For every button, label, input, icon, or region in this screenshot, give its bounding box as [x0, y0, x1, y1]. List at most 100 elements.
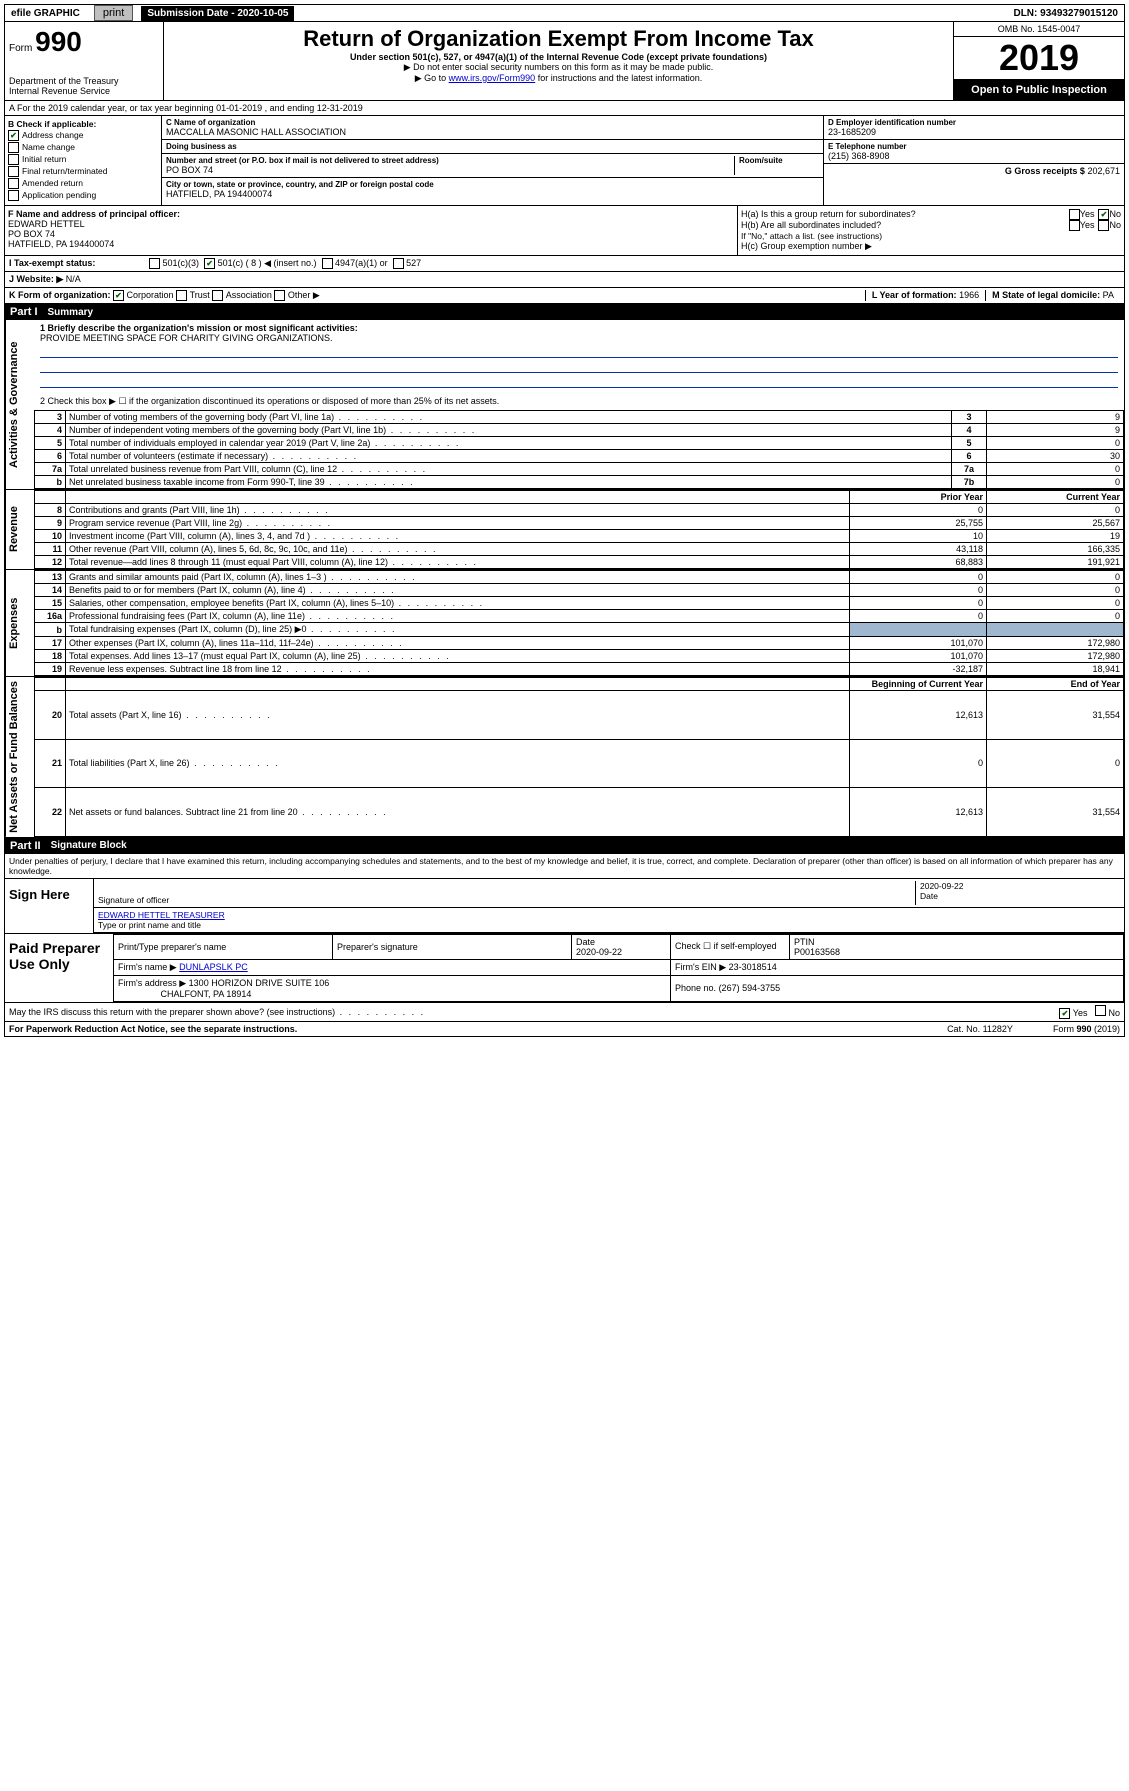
instructions-link[interactable]: www.irs.gov/Form990 — [449, 73, 536, 83]
strip-activities: Activities & Governance — [5, 320, 34, 489]
table-row: Firm's name ▶ DUNLAPSLK PC Firm's EIN ▶ … — [114, 959, 1124, 975]
line-j: J Website: ▶ N/A — [4, 272, 1125, 288]
officer-addr2: HATFIELD, PA 194400074 — [8, 239, 734, 249]
room-label: Room/suite — [739, 156, 819, 165]
h3v: 2020-09-22 — [576, 947, 666, 957]
row-curr: 0 — [987, 739, 1124, 788]
footer-mid: Cat. No. 11282Y — [947, 1024, 1013, 1034]
row-desc: Number of voting members of the governin… — [66, 411, 952, 424]
note-goto: ▶ Go to www.irs.gov/Form990 for instruct… — [168, 73, 949, 84]
checkbox-icon[interactable] — [8, 178, 19, 189]
name-title-label: Type or print name and title — [98, 920, 1120, 930]
omb-number: OMB No. 1545-0047 — [954, 22, 1124, 37]
tel-value: (215) 368-8908 — [828, 151, 1120, 161]
checkbox-icon[interactable] — [1095, 1005, 1106, 1016]
city-cell: City or town, state or province, country… — [162, 178, 823, 201]
officer-name-link[interactable]: EDWARD HETTEL TREASURER — [98, 910, 225, 920]
row-desc: Grants and similar amounts paid (Part IX… — [66, 571, 850, 584]
checkbox-icon[interactable] — [393, 258, 404, 269]
checkbox-icon[interactable] — [204, 258, 215, 269]
footer-left: For Paperwork Reduction Act Notice, see … — [9, 1024, 297, 1034]
firm-addr1: 1300 HORIZON DRIVE SUITE 106 — [189, 978, 330, 988]
table-row: 20Total assets (Part X, line 16)12,61331… — [35, 691, 1124, 740]
checkbox-icon[interactable] — [113, 290, 124, 301]
firm-addr2: CHALFONT, PA 18914 — [161, 989, 252, 999]
checkbox-icon[interactable] — [322, 258, 333, 269]
checkbox-icon[interactable] — [8, 190, 19, 201]
b-label: B Check if applicable: — [8, 119, 158, 129]
table-net: Beginning of Current Year End of Year 20… — [34, 677, 1124, 837]
checkbox-icon[interactable] — [1098, 209, 1109, 220]
chk-address: Address change — [8, 130, 158, 141]
row-num: 4 — [35, 424, 66, 437]
row-code: 3 — [952, 411, 987, 424]
table-row: Print/Type preparer's name Preparer's si… — [114, 934, 1124, 959]
checkbox-icon[interactable] — [8, 142, 19, 153]
row-num: 22 — [35, 788, 66, 837]
checkbox-icon[interactable] — [212, 290, 223, 301]
row-num: 6 — [35, 450, 66, 463]
addr-value: PO BOX 74 — [166, 165, 734, 175]
checkbox-icon[interactable] — [8, 130, 19, 141]
dln-number: DLN: 93493279015120 — [1007, 6, 1124, 21]
table-row: bNet unrelated business taxable income f… — [35, 476, 1124, 489]
row-num: 11 — [35, 543, 66, 556]
row-desc: Salaries, other compensation, employee b… — [66, 597, 850, 610]
row-num: 18 — [35, 650, 66, 663]
form-header: Form 990 Department of the Treasury Inte… — [4, 22, 1125, 101]
row-desc: Total liabilities (Part X, line 26) — [66, 739, 850, 788]
summary-expenses: Expenses 13Grants and similar amounts pa… — [4, 570, 1125, 677]
table-row: 16aProfessional fundraising fees (Part I… — [35, 610, 1124, 623]
table-row: 4Number of independent voting members of… — [35, 424, 1124, 437]
row-curr: 0 — [987, 584, 1124, 597]
row-desc: Net assets or fund balances. Subtract li… — [66, 788, 850, 837]
row-num: 20 — [35, 691, 66, 740]
addr-label: Number and street (or P.O. box if mail i… — [166, 156, 734, 165]
part1-num: Part I — [10, 306, 38, 318]
print-button[interactable]: print — [94, 5, 133, 21]
checkbox-icon[interactable] — [1098, 220, 1109, 231]
sig-date-label: Date — [920, 891, 1120, 901]
ha-row: H(a) Is this a group return for subordin… — [741, 209, 1121, 220]
part1-header: Part I Summary — [4, 304, 1125, 320]
paid-preparer: Paid Preparer Use Only Print/Type prepar… — [4, 934, 1125, 1003]
l-label: L Year of formation: — [872, 290, 957, 300]
row-desc: Number of independent voting members of … — [66, 424, 952, 437]
ein-cell: D Employer identification number 23-1685… — [824, 116, 1124, 140]
checkbox-icon[interactable] — [8, 166, 19, 177]
open-inspection: Open to Public Inspection — [954, 80, 1124, 100]
row-num: 7a — [35, 463, 66, 476]
underline — [40, 375, 1118, 388]
row-prior: 0 — [850, 597, 987, 610]
checkbox-icon[interactable] — [149, 258, 160, 269]
checkbox-icon[interactable] — [274, 290, 285, 301]
firm-link[interactable]: DUNLAPSLK PC — [179, 962, 248, 972]
row-curr: 172,980 — [987, 650, 1124, 663]
k-label: K Form of organization: — [9, 290, 111, 301]
row-prior: 0 — [850, 504, 987, 517]
row-num: 3 — [35, 411, 66, 424]
row-val: 0 — [987, 476, 1124, 489]
row-prior: 0 — [850, 739, 987, 788]
line-klm: K Form of organization: Corporation Trus… — [4, 288, 1125, 304]
i-label: I Tax-exempt status: — [9, 258, 149, 269]
table-row: 6Total number of volunteers (estimate if… — [35, 450, 1124, 463]
block-h: H(a) Is this a group return for subordin… — [737, 206, 1124, 255]
checkbox-icon[interactable] — [8, 154, 19, 165]
dba-label: Doing business as — [166, 142, 819, 151]
f-label: F Name and address of principal officer: — [8, 209, 734, 219]
note-goto-pre: ▶ Go to — [415, 73, 449, 83]
row-curr: 31,554 — [987, 788, 1124, 837]
row-num: 9 — [35, 517, 66, 530]
row-curr: 0 — [987, 504, 1124, 517]
h2: Preparer's signature — [333, 934, 572, 959]
checkbox-icon[interactable] — [1059, 1008, 1070, 1019]
sign-here: Sign Here Signature of officer 2020-09-2… — [4, 879, 1125, 934]
table-row: 9Program service revenue (Part VIII, lin… — [35, 517, 1124, 530]
checkbox-icon[interactable] — [1069, 220, 1080, 231]
row-desc: Total revenue—add lines 8 through 11 (mu… — [66, 556, 850, 569]
section-bcd: B Check if applicable: Address change Na… — [4, 116, 1125, 206]
checkbox-icon[interactable] — [1069, 209, 1080, 220]
row-prior: 0 — [850, 610, 987, 623]
checkbox-icon[interactable] — [176, 290, 187, 301]
